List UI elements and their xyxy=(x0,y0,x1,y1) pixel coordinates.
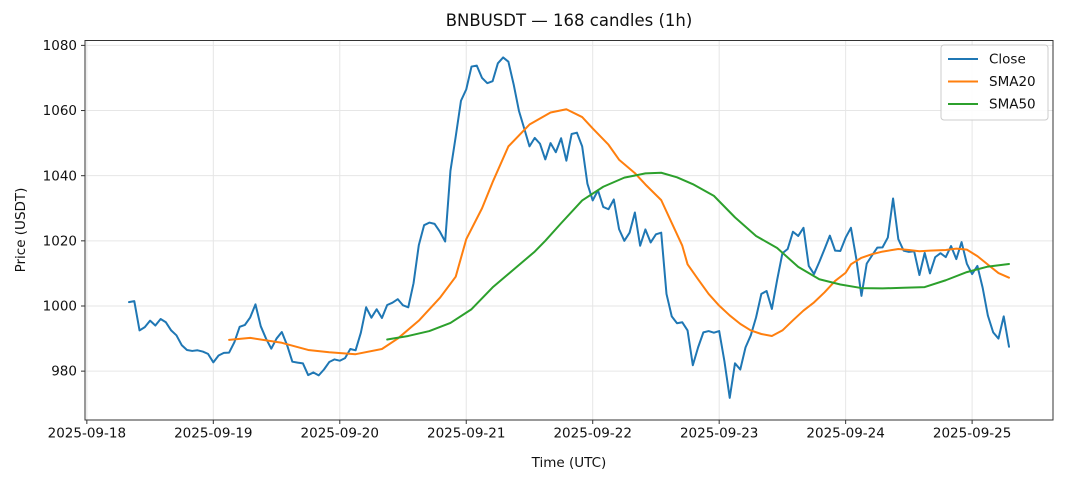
y-tick-label: 1080 xyxy=(43,38,77,54)
x-tick-label: 2025-09-20 xyxy=(301,426,379,442)
y-tick-label: 1000 xyxy=(43,299,77,315)
y-tick-label: 1040 xyxy=(43,168,77,184)
x-tick-label: 2025-09-22 xyxy=(553,426,631,442)
series-line-sma20 xyxy=(228,108,1010,356)
chart-title: BNBUSDT — 168 candles (1h) xyxy=(445,11,693,30)
x-tick-label: 2025-09-23 xyxy=(680,426,758,442)
legend-label-sma20: SMA20 xyxy=(989,74,1036,90)
series-line-sma50 xyxy=(386,171,1010,341)
x-tick-label: 2025-09-24 xyxy=(806,426,884,442)
legend-label-close: Close xyxy=(989,52,1026,68)
x-tick-label: 2025-09-21 xyxy=(427,426,505,442)
x-tick-label: 2025-09-18 xyxy=(48,426,126,442)
y-tick-label: 1020 xyxy=(43,233,77,249)
y-tick-label: 1060 xyxy=(43,103,77,119)
legend-box xyxy=(940,44,1049,121)
plot-frame xyxy=(84,40,1054,421)
x-tick-label: 2025-09-19 xyxy=(174,426,252,442)
x-axis-label: Time (UTC) xyxy=(531,455,607,471)
series-line-close xyxy=(128,56,1010,399)
x-tick-label: 2025-09-25 xyxy=(933,426,1011,442)
legend-label-sma50: SMA50 xyxy=(989,97,1036,113)
y-tick-label: 980 xyxy=(51,364,77,380)
